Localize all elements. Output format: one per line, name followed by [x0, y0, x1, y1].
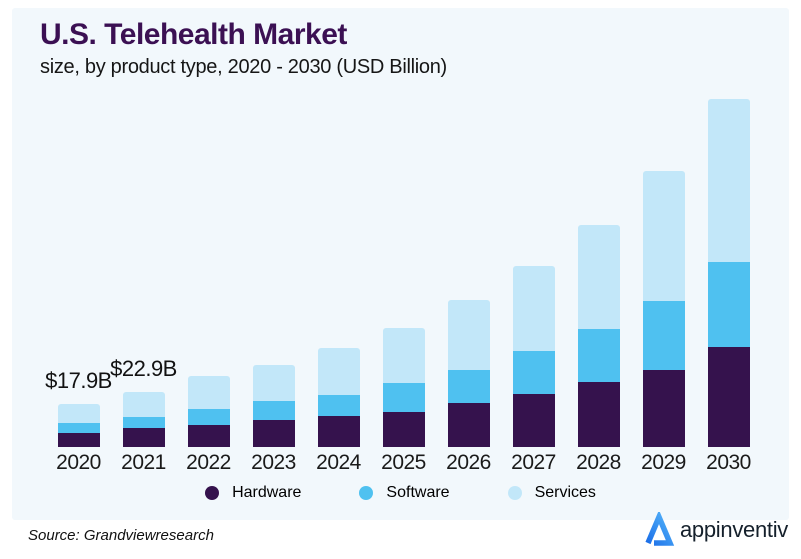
logo-text: appinventiv [680, 517, 788, 542]
stacked-bar [122, 392, 165, 447]
bar-area [436, 89, 501, 447]
bar-column: 2026 [436, 89, 501, 475]
bar-segment-services [187, 376, 230, 409]
bar-column: 2022 [176, 89, 241, 475]
bar-segment-services [317, 348, 360, 395]
bar-segment-software [642, 301, 685, 370]
bar-segment-software [512, 351, 555, 394]
legend-item-software: Software [359, 484, 450, 502]
bar-column: 2024 [306, 89, 371, 475]
bar-value-label: $22.9B [110, 356, 177, 381]
stacked-bar [447, 300, 490, 447]
page-title: U.S. Telehealth Market [40, 18, 347, 51]
bar-area [631, 89, 696, 447]
stacked-bar [187, 376, 230, 447]
bar-segment-hardware [512, 394, 555, 447]
bar-segment-software [122, 417, 165, 428]
bar-column: 2027 [501, 89, 566, 475]
legend-label-hardware: Hardware [232, 484, 302, 501]
hardware-legend-dot-icon [205, 486, 220, 500]
x-axis-label: 2020 [56, 451, 101, 474]
bar-segment-hardware [122, 428, 165, 447]
legend-item-services: Services [507, 484, 596, 502]
stacked-bar [57, 404, 100, 447]
x-axis-label: 2030 [706, 451, 751, 474]
stacked-bar [512, 266, 555, 447]
bar-segment-software [382, 383, 425, 412]
bar-segment-hardware [577, 382, 620, 447]
appinventiv-logo: appinventiv [644, 512, 788, 548]
bar-segment-software [187, 409, 230, 425]
bar-segment-hardware [317, 416, 360, 447]
bar-segment-services [122, 392, 165, 417]
bar-column: 2028 [566, 89, 631, 475]
bar-column: $22.9B 2021 [110, 89, 177, 475]
x-axis-label: 2021 [121, 451, 166, 474]
stacked-bar [252, 365, 295, 447]
bar-segment-hardware [187, 425, 230, 447]
bar-segment-services [447, 300, 490, 370]
stacked-bar [642, 171, 685, 447]
page-subtitle: size, by product type, 2020 - 2030 (USD … [40, 56, 447, 78]
bar-segment-services [252, 365, 295, 401]
stacked-bar [707, 99, 750, 447]
bar-segment-services [707, 99, 750, 262]
x-axis-label: 2023 [251, 451, 296, 474]
bar-segment-software [707, 262, 750, 347]
x-axis-label: 2026 [446, 451, 491, 474]
bar-column: 2023 [241, 89, 306, 475]
source-credit: Source: Grandviewresearch [28, 527, 214, 544]
bar-value-label: $17.9B [45, 368, 112, 393]
bar-segment-software [252, 401, 295, 420]
bar-segment-hardware [707, 347, 750, 447]
bar-column: 2025 [371, 89, 436, 475]
x-axis-label: 2024 [316, 451, 361, 474]
bar-column: 2030 [696, 89, 761, 475]
bar-column: $17.9B 2020 [45, 89, 112, 475]
bar-segment-hardware [57, 433, 100, 447]
bar-area [696, 89, 761, 447]
bar-segment-software [57, 423, 100, 433]
bar-segment-services [382, 328, 425, 383]
bar-area [371, 89, 436, 447]
bar-segment-hardware [642, 370, 685, 447]
stacked-bar [577, 225, 620, 447]
stacked-bar [317, 348, 360, 447]
x-axis-label: 2027 [511, 451, 556, 474]
bar-area [176, 89, 241, 447]
bar-column: 2029 [631, 89, 696, 475]
bar-area [241, 89, 306, 447]
bar-area: $17.9B [45, 89, 112, 447]
bar-segment-software [317, 395, 360, 416]
bar-segment-hardware [252, 420, 295, 447]
bar-segment-software [577, 329, 620, 382]
bar-segment-services [57, 404, 100, 423]
stacked-bar [382, 328, 425, 447]
legend-item-hardware: Hardware [205, 484, 301, 502]
x-axis-label: 2022 [186, 451, 231, 474]
appinventiv-triangle-icon [645, 512, 675, 546]
bar-area [501, 89, 566, 447]
bar-area [566, 89, 631, 447]
bar-segment-services [512, 266, 555, 351]
software-legend-dot-icon [359, 486, 374, 500]
bar-area [306, 89, 371, 447]
bar-area: $22.9B [110, 89, 177, 447]
bar-segment-hardware [382, 412, 425, 447]
bar-chart: $17.9B 2020 $22.9B 2021 2022 2023 2024 2025 2026… [45, 89, 761, 475]
x-axis-label: 2029 [641, 451, 686, 474]
legend-label-services: Services [534, 484, 596, 501]
bar-segment-services [577, 225, 620, 329]
services-legend-dot-icon [507, 486, 522, 500]
bar-segment-hardware [447, 403, 490, 447]
chart-legend: Hardware Software Services [12, 484, 789, 502]
legend-label-software: Software [386, 484, 450, 501]
bar-segment-software [447, 370, 490, 403]
x-axis-label: 2025 [381, 451, 426, 474]
x-axis-label: 2028 [576, 451, 621, 474]
bar-segment-services [642, 171, 685, 301]
